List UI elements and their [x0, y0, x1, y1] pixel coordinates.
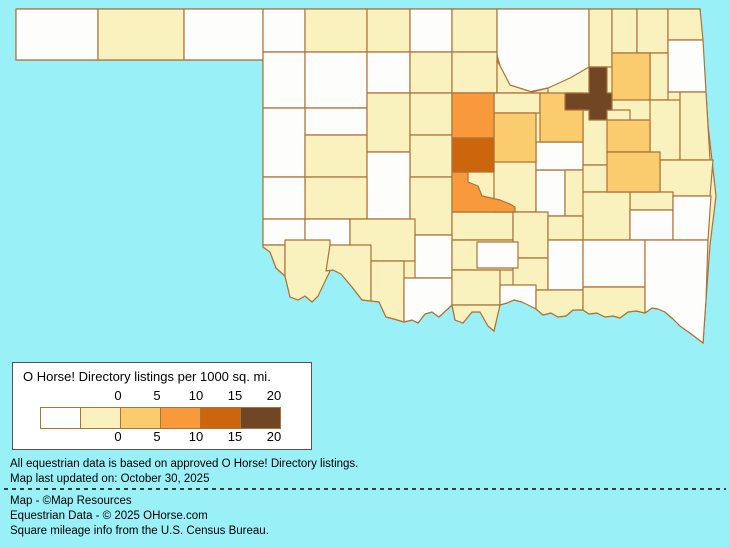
county-mcclain[interactable]	[451, 211, 514, 241]
legend-ticks-bottom: 0 5 10 15 20	[13, 429, 311, 444]
county-mayes[interactable]	[649, 52, 669, 101]
county-kay[interactable]	[451, 8, 498, 53]
county-noble[interactable]	[451, 51, 498, 94]
legend-ticks-top: 0 5 10 15 20	[13, 388, 311, 403]
legend-swatch-1	[80, 407, 121, 429]
county-grady[interactable]	[409, 176, 453, 236]
county-harper[interactable]	[262, 8, 306, 53]
legend-tick-bottom-10: 10	[188, 429, 204, 444]
county-marshall[interactable]	[499, 284, 537, 310]
county-dewey[interactable]	[304, 107, 368, 136]
county-blaine[interactable]	[366, 92, 411, 153]
county-washington[interactable]	[588, 8, 613, 68]
county-washita[interactable]	[304, 176, 368, 220]
county-harmon[interactable]	[262, 244, 286, 277]
county-ottawa[interactable]	[667, 8, 704, 41]
county-alfalfa[interactable]	[366, 8, 411, 53]
county-cotton[interactable]	[370, 260, 405, 323]
county-choctaw[interactable]	[582, 286, 646, 319]
county-latimer[interactable]	[629, 209, 674, 241]
legend-tick-bottom-0: 0	[114, 429, 122, 444]
county-oklahoma[interactable]	[451, 137, 495, 173]
county-pittsburg[interactable]	[582, 191, 631, 241]
county-payne[interactable]	[493, 92, 541, 114]
county-jackson[interactable]	[284, 239, 331, 303]
map-copyright: Map - ©Map Resources	[10, 495, 132, 507]
legend-swatch-3	[160, 407, 201, 429]
legend-tick-top-0: 0	[114, 388, 122, 403]
county-roger-mills[interactable]	[262, 107, 306, 178]
county-okfuskee[interactable]	[535, 141, 584, 171]
legend-tick-top-20: 20	[266, 388, 282, 403]
county-woodward[interactable]	[304, 51, 368, 109]
county-garfield[interactable]	[409, 51, 453, 94]
legend-swatch-0	[40, 407, 81, 429]
county-lincoln[interactable]	[493, 112, 537, 163]
county-nowata[interactable]	[611, 8, 638, 54]
county-leflore[interactable]	[672, 195, 712, 241]
county-atoka[interactable]	[547, 239, 584, 291]
county-tulsa[interactable]	[564, 66, 613, 121]
legend-color-ramp	[40, 407, 281, 429]
county-mccurtain[interactable]	[644, 239, 709, 344]
county-beckham[interactable]	[262, 176, 306, 220]
county-delaware[interactable]	[667, 39, 707, 93]
census-credit: Square mileage info from the U.S. Census…	[10, 525, 269, 537]
county-rogers[interactable]	[611, 52, 651, 101]
legend-tick-top-15: 15	[227, 388, 243, 403]
county-love[interactable]	[451, 304, 501, 332]
county-beaver[interactable]	[183, 8, 264, 61]
county-coal[interactable]	[547, 215, 584, 241]
county-custer[interactable]	[304, 134, 368, 178]
legend-tick-top-5: 5	[153, 388, 161, 403]
legend-tick-bottom-15: 15	[227, 429, 243, 444]
county-kingfisher[interactable]	[409, 92, 453, 136]
county-sequoyah[interactable]	[659, 159, 714, 197]
county-stephens[interactable]	[414, 234, 453, 279]
legend-swatch-5	[240, 407, 281, 429]
county-jefferson[interactable]	[403, 277, 453, 324]
county-murray[interactable]	[476, 241, 519, 269]
legend-swatch-4	[200, 407, 241, 429]
county-woods[interactable]	[304, 8, 368, 53]
county-major[interactable]	[366, 51, 411, 94]
county-cimarron[interactable]	[15, 8, 99, 61]
legend-tick-bottom-5: 5	[153, 429, 161, 444]
data-copyright: Equestrian Data - © 2025 OHorse.com	[10, 510, 208, 522]
legend-title: O Horse! Directory listings per 1000 sq.…	[23, 369, 271, 384]
county-bryan[interactable]	[535, 289, 584, 318]
county-carter[interactable]	[451, 269, 501, 306]
county-cherokee[interactable]	[649, 99, 681, 161]
legend-swatch-2	[120, 407, 161, 429]
county-haskell[interactable]	[629, 191, 674, 211]
data-source-note: All equestrian data is based on approved…	[10, 458, 359, 470]
county-caddo[interactable]	[366, 151, 411, 220]
county-wagoner[interactable]	[606, 119, 651, 153]
legend-tick-top-10: 10	[188, 388, 204, 403]
county-texas[interactable]	[97, 8, 185, 61]
county-cleveland[interactable]	[451, 171, 516, 213]
last-updated-note: Map last updated on: October 30, 2025	[10, 473, 210, 485]
county-tillman[interactable]	[325, 244, 372, 302]
dashed-divider	[4, 488, 726, 490]
county-muskogee[interactable]	[606, 151, 661, 193]
county-logan[interactable]	[451, 92, 495, 139]
county-adair[interactable]	[679, 91, 711, 161]
county-ellis[interactable]	[262, 51, 306, 109]
county-grant[interactable]	[409, 8, 453, 53]
legend-box: O Horse! Directory listings per 1000 sq.…	[12, 362, 312, 450]
county-pushmataha[interactable]	[582, 239, 646, 288]
county-canadian[interactable]	[409, 134, 453, 178]
county-seminole[interactable]	[535, 169, 566, 217]
legend-tick-bottom-20: 20	[266, 429, 282, 444]
county-craig[interactable]	[636, 8, 669, 54]
